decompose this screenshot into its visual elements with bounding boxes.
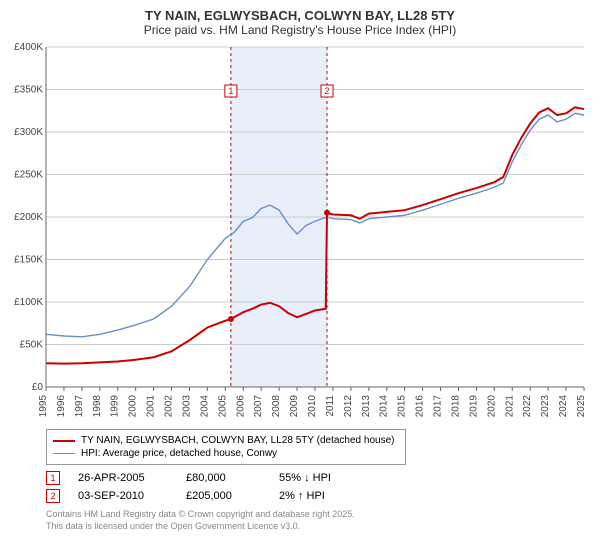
credit-line1: Contains HM Land Registry data © Crown c… bbox=[46, 509, 590, 521]
marker-badge-1: 1 bbox=[46, 471, 60, 485]
svg-text:2017: 2017 bbox=[433, 395, 444, 418]
legend-swatch-hpi bbox=[53, 453, 75, 454]
svg-text:2003: 2003 bbox=[181, 395, 192, 418]
svg-text:2000: 2000 bbox=[128, 395, 139, 418]
marker-table: 1 26-APR-2005 £80,000 55% ↓ HPI 2 03-SEP… bbox=[46, 469, 590, 505]
svg-text:£350K: £350K bbox=[14, 85, 43, 96]
svg-text:2024: 2024 bbox=[558, 395, 569, 418]
marker-date-2: 03-SEP-2010 bbox=[78, 490, 168, 502]
svg-text:2013: 2013 bbox=[361, 395, 372, 418]
svg-text:2008: 2008 bbox=[271, 395, 282, 418]
legend-box: TY NAIN, EGLWYSBACH, COLWYN BAY, LL28 5T… bbox=[46, 429, 406, 465]
svg-text:£400K: £400K bbox=[14, 43, 43, 53]
svg-text:2021: 2021 bbox=[504, 395, 515, 418]
svg-text:£250K: £250K bbox=[14, 170, 43, 181]
svg-text:2016: 2016 bbox=[415, 395, 426, 418]
svg-text:2005: 2005 bbox=[217, 395, 228, 418]
svg-text:2010: 2010 bbox=[307, 395, 318, 418]
legend-item-hpi: HPI: Average price, detached house, Conw… bbox=[53, 447, 399, 460]
svg-text:2014: 2014 bbox=[379, 395, 390, 418]
svg-text:2009: 2009 bbox=[289, 395, 300, 418]
svg-text:2006: 2006 bbox=[235, 395, 246, 418]
svg-text:2007: 2007 bbox=[253, 395, 264, 418]
marker-delta-1: 55% ↓ HPI bbox=[279, 472, 331, 484]
legend-label-hpi: HPI: Average price, detached house, Conw… bbox=[81, 448, 277, 459]
credit-line2: This data is licensed under the Open Gov… bbox=[46, 521, 590, 533]
svg-text:2: 2 bbox=[325, 86, 330, 96]
marker-delta-2: 2% ↑ HPI bbox=[279, 490, 325, 502]
chart-title-line1: TY NAIN, EGLWYSBACH, COLWYN BAY, LL28 5T… bbox=[10, 8, 590, 23]
svg-text:£0: £0 bbox=[32, 382, 44, 393]
svg-text:2018: 2018 bbox=[450, 395, 461, 418]
svg-text:1997: 1997 bbox=[74, 395, 85, 418]
chart-canvas: £0 £50K £100K £150K £200K £250K £300K £350K £400… bbox=[10, 43, 590, 423]
svg-text:2002: 2002 bbox=[164, 395, 175, 418]
credit-text: Contains HM Land Registry data © Crown c… bbox=[46, 505, 590, 532]
marker-row-1: 1 26-APR-2005 £80,000 55% ↓ HPI bbox=[46, 469, 590, 487]
marker-row-2: 2 03-SEP-2010 £205,000 2% ↑ HPI bbox=[46, 487, 590, 505]
svg-text:£100K: £100K bbox=[14, 297, 43, 308]
svg-text:2023: 2023 bbox=[540, 395, 551, 418]
marker-price-2: £205,000 bbox=[186, 490, 261, 502]
marker-price-1: £80,000 bbox=[186, 472, 261, 484]
svg-text:1998: 1998 bbox=[92, 395, 103, 418]
svg-text:2022: 2022 bbox=[522, 395, 533, 418]
svg-text:£200K: £200K bbox=[14, 212, 43, 223]
svg-text:2012: 2012 bbox=[343, 395, 354, 418]
svg-text:1999: 1999 bbox=[110, 395, 121, 418]
legend-item-property: TY NAIN, EGLWYSBACH, COLWYN BAY, LL28 5T… bbox=[53, 434, 399, 447]
marker-date-1: 26-APR-2005 bbox=[78, 472, 168, 484]
svg-text:2019: 2019 bbox=[468, 395, 479, 418]
svg-text:1995: 1995 bbox=[38, 395, 49, 418]
marker-badge-2: 2 bbox=[46, 489, 60, 503]
svg-text:1: 1 bbox=[228, 86, 233, 96]
svg-text:2001: 2001 bbox=[146, 395, 157, 418]
svg-text:£300K: £300K bbox=[14, 127, 43, 138]
legend-label-property: TY NAIN, EGLWYSBACH, COLWYN BAY, LL28 5T… bbox=[81, 435, 394, 446]
chart-title-line2: Price paid vs. HM Land Registry's House … bbox=[10, 23, 590, 37]
legend-swatch-property bbox=[53, 440, 75, 442]
svg-text:2004: 2004 bbox=[199, 395, 210, 418]
svg-text:£150K: £150K bbox=[14, 255, 43, 266]
svg-text:2015: 2015 bbox=[397, 395, 408, 418]
svg-text:2020: 2020 bbox=[486, 395, 497, 418]
svg-text:2011: 2011 bbox=[325, 395, 336, 417]
svg-text:£50K: £50K bbox=[20, 340, 44, 351]
svg-text:1996: 1996 bbox=[56, 395, 67, 418]
svg-text:2025: 2025 bbox=[576, 395, 587, 418]
